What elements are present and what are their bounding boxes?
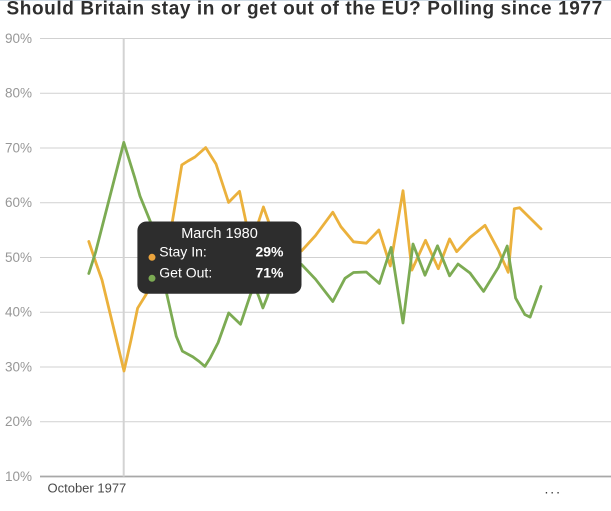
svg-text:Should Britain stay in or get: Should Britain stay in or get out of the… xyxy=(7,0,603,20)
svg-text:Get Out:: Get Out: xyxy=(159,265,212,281)
svg-text:...: ... xyxy=(545,481,562,497)
svg-text:80%: 80% xyxy=(5,86,32,101)
svg-text:20%: 20% xyxy=(5,414,32,429)
svg-text:29%: 29% xyxy=(255,244,284,260)
svg-text:10%: 10% xyxy=(5,469,32,484)
svg-text:50%: 50% xyxy=(5,250,32,265)
svg-text:70%: 70% xyxy=(5,141,32,156)
svg-text:60%: 60% xyxy=(5,195,32,210)
svg-text:October 1977: October 1977 xyxy=(48,481,127,496)
svg-text:71%: 71% xyxy=(255,265,284,281)
svg-text:Stay In:: Stay In: xyxy=(159,244,206,260)
svg-text:March 1980: March 1980 xyxy=(181,226,258,242)
svg-text:90%: 90% xyxy=(5,31,32,46)
svg-text:30%: 30% xyxy=(5,360,32,375)
svg-text:40%: 40% xyxy=(5,305,32,320)
